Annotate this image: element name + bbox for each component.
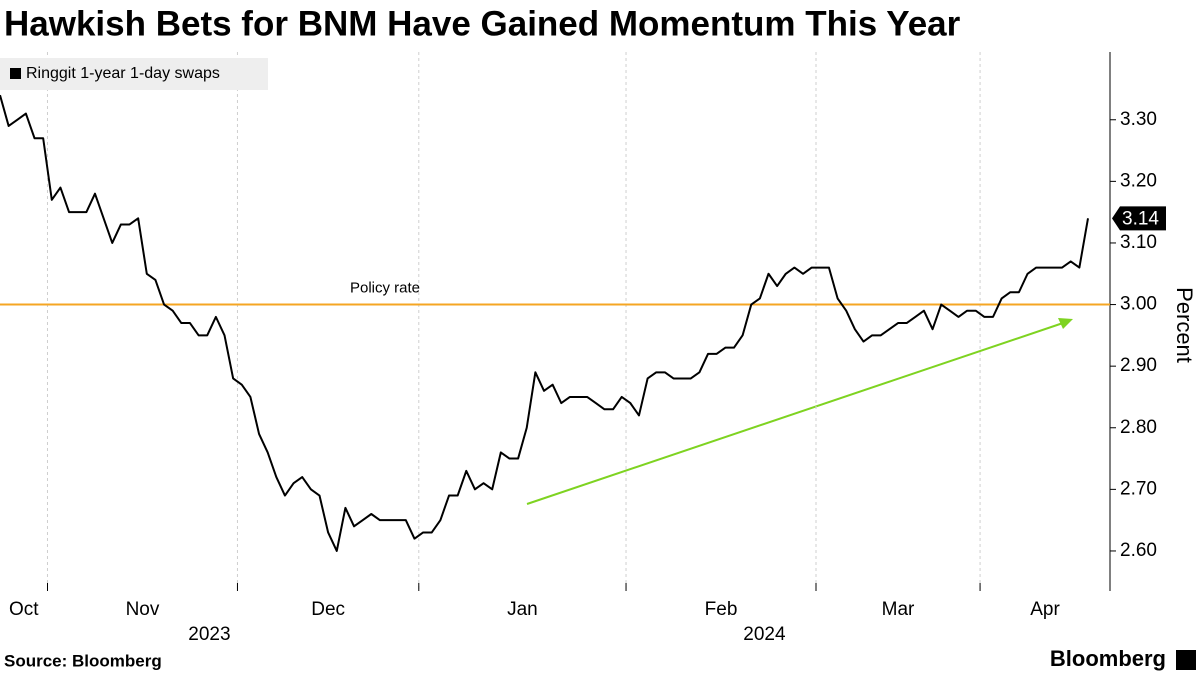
x-tick-label: Apr bbox=[1030, 599, 1060, 620]
y-tick-label: 2.70 bbox=[1120, 478, 1157, 499]
trend-arrow-head bbox=[1058, 318, 1073, 329]
y-tick-label: 2.80 bbox=[1120, 417, 1157, 438]
legend-swatch bbox=[10, 68, 21, 79]
trend-arrow bbox=[526, 321, 1067, 505]
brand-icon bbox=[1176, 650, 1196, 670]
y-axis-label: Percent bbox=[1172, 287, 1197, 363]
x-group-label: 2024 bbox=[743, 624, 786, 645]
y-tick-label: 2.90 bbox=[1120, 355, 1157, 376]
reference-label: Policy rate bbox=[350, 280, 420, 297]
x-tick-label: Dec bbox=[311, 599, 345, 620]
y-tick-label: 3.00 bbox=[1120, 294, 1157, 315]
value-badge bbox=[1112, 206, 1166, 231]
x-group-label: 2023 bbox=[188, 624, 230, 645]
y-tick-label: 3.30 bbox=[1120, 109, 1157, 130]
series-line bbox=[0, 94, 1089, 552]
x-tick-label: Nov bbox=[126, 599, 160, 620]
legend-label: Ringgit 1-year 1-day swaps bbox=[26, 65, 220, 82]
brand: Bloomberg bbox=[1050, 646, 1166, 671]
y-tick-label: 2.60 bbox=[1120, 540, 1157, 561]
legend-box bbox=[0, 58, 268, 90]
x-tick-label: Oct bbox=[9, 599, 39, 620]
chart-title: Hawkish Bets for BNM Have Gained Momentu… bbox=[4, 4, 961, 43]
y-tick-label: 3.20 bbox=[1120, 170, 1157, 191]
source: Source: Bloomberg bbox=[4, 651, 162, 670]
y-tick-label: 3.10 bbox=[1120, 232, 1157, 253]
x-tick-label: Feb bbox=[705, 599, 738, 620]
value-badge-label: 3.14 bbox=[1122, 208, 1159, 229]
x-tick-label: Jan bbox=[507, 599, 538, 620]
x-tick-label: Mar bbox=[882, 599, 915, 620]
